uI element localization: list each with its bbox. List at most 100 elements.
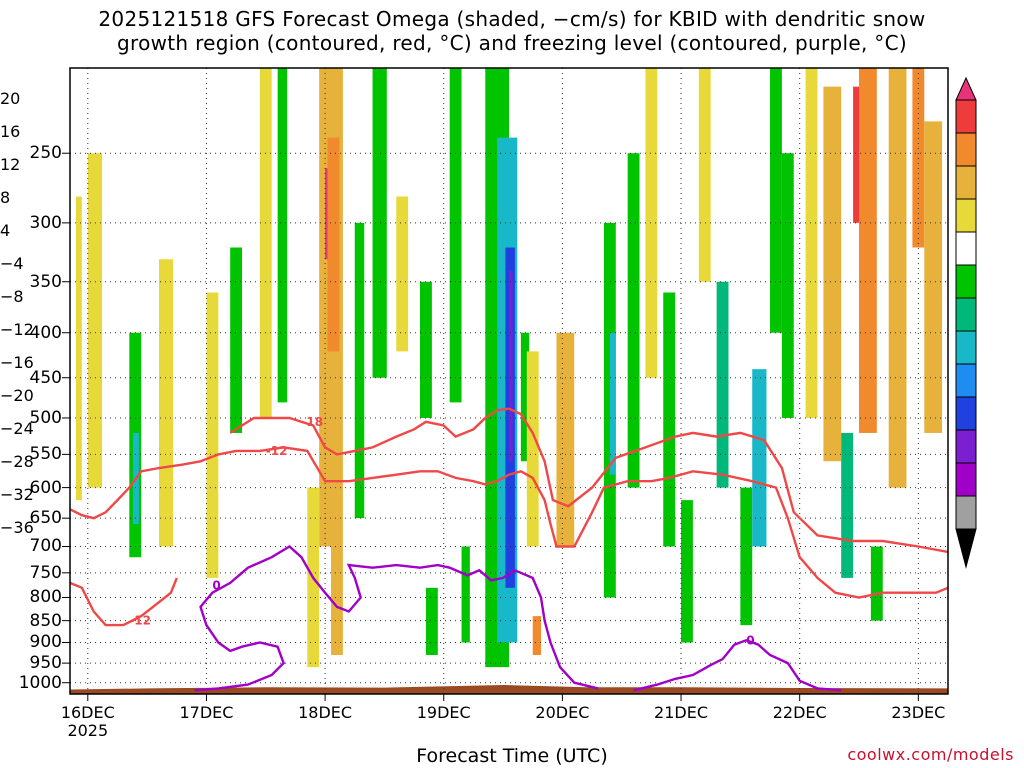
colorbar <box>955 76 977 569</box>
omega-cell <box>770 68 782 333</box>
omega-cell <box>331 546 343 655</box>
y-tick-label: 1000 <box>18 672 62 693</box>
colorbar-band <box>955 165 977 200</box>
omega-cell <box>206 292 219 578</box>
colorbar-band <box>955 363 977 398</box>
colorbar-label: −32 <box>0 485 34 504</box>
omega-cell <box>372 68 387 378</box>
contour-label: -12 <box>266 444 288 458</box>
colorbar-label: −4 <box>0 254 24 273</box>
x-tick-label: 23DEC <box>891 703 946 722</box>
omega-cell <box>841 432 854 578</box>
contour-line <box>633 639 842 692</box>
colorbar-bottom-arrow <box>955 528 977 569</box>
y-tick-label: 850 <box>29 610 62 631</box>
x-tick-label: 20DEC <box>535 703 590 722</box>
omega-cell <box>752 369 767 547</box>
omega-shading <box>75 68 943 668</box>
contour-line <box>69 446 949 599</box>
omega-cell <box>277 68 288 403</box>
omega-cell <box>805 68 818 418</box>
credit-text: coolwx.com/models <box>847 745 1014 764</box>
omega-cell <box>698 68 711 282</box>
omega-cell <box>823 86 842 462</box>
omega-cell <box>259 68 272 418</box>
x-tick-label: 21DEC <box>654 703 709 722</box>
y-tick-label: 650 <box>29 508 62 529</box>
y-tick-label: 800 <box>29 587 62 608</box>
x-tick-label: 19DEC <box>416 703 471 722</box>
y-tick-label: 700 <box>29 536 62 557</box>
colorbar-band <box>955 429 977 464</box>
colorbar-band <box>955 231 977 266</box>
omega-cell <box>681 500 693 643</box>
omega-cell <box>740 487 753 626</box>
omega-cell <box>859 68 877 433</box>
omega-cell <box>327 137 340 352</box>
omega-cell <box>609 332 616 475</box>
x-axis-title: Forecast Time (UTC) <box>416 745 608 767</box>
contour-line <box>229 407 949 554</box>
x-year-label: 2025 <box>67 721 109 740</box>
x-tick-label: 17DEC <box>179 703 234 722</box>
omega-cell <box>526 351 539 547</box>
omega-cell <box>230 247 243 433</box>
omega-cell <box>520 332 530 462</box>
y-tick-label: 500 <box>29 407 62 428</box>
y-tick-label: 950 <box>29 653 62 674</box>
y-tick-label: 250 <box>29 143 62 164</box>
contour-label: -18 <box>301 415 323 429</box>
omega-cell <box>627 153 640 488</box>
colorbar-label: 8 <box>0 188 11 207</box>
colorbar-band <box>955 495 977 530</box>
omega-cell <box>645 68 658 378</box>
omega-cell <box>449 68 462 403</box>
colorbar-label: −12 <box>0 320 34 339</box>
colorbar-band <box>955 396 977 431</box>
colorbar-label: −36 <box>0 518 34 537</box>
colorbar-label: 4 <box>0 221 11 240</box>
x-tick-label: 18DEC <box>298 703 353 722</box>
omega-cell <box>556 332 575 547</box>
chart-title-line2: growth region (contoured, red, °C) and f… <box>117 31 907 55</box>
colorbar-band <box>955 330 977 365</box>
x-tick-label: 22DEC <box>772 703 827 722</box>
colorbar-label: −20 <box>0 386 34 405</box>
colorbar-band <box>955 132 977 167</box>
y-tick-label: 450 <box>29 367 62 388</box>
y-tick-label: 550 <box>29 444 62 465</box>
omega-cell <box>888 68 907 488</box>
colorbar-label: −8 <box>0 287 24 306</box>
colorbar-label: −24 <box>0 419 34 438</box>
omega-cell <box>461 546 470 643</box>
y-tick-label: 400 <box>29 322 62 343</box>
y-tick-label: 750 <box>29 562 62 583</box>
colorbar-label: 16 <box>0 122 21 141</box>
contour-label: -12 <box>129 614 151 628</box>
omega-cell <box>75 196 82 501</box>
omega-cell <box>425 587 438 655</box>
omega-cell <box>532 616 542 655</box>
omega-cell <box>354 222 365 519</box>
axis-ticks <box>62 152 919 701</box>
omega-cell <box>924 121 943 433</box>
colorbar-label: 12 <box>0 155 21 174</box>
colorbar-top-arrow <box>955 76 977 101</box>
x-tick-label: 16DEC <box>60 703 115 722</box>
y-tick-label: 900 <box>29 632 62 653</box>
omega-cell <box>87 153 103 488</box>
contour-line <box>194 545 599 692</box>
contour-line <box>69 577 178 627</box>
omega-cell <box>912 68 925 248</box>
contour-label: 0 <box>212 578 220 592</box>
colorbar-label: −28 <box>0 452 34 471</box>
colorbar-band <box>955 297 977 332</box>
y-tick-label: 600 <box>29 477 62 498</box>
omega-cell <box>158 259 174 547</box>
colorbar-band <box>955 462 977 497</box>
terrain <box>70 684 948 694</box>
omega-cell <box>781 153 794 418</box>
y-tick-label: 350 <box>29 271 62 292</box>
